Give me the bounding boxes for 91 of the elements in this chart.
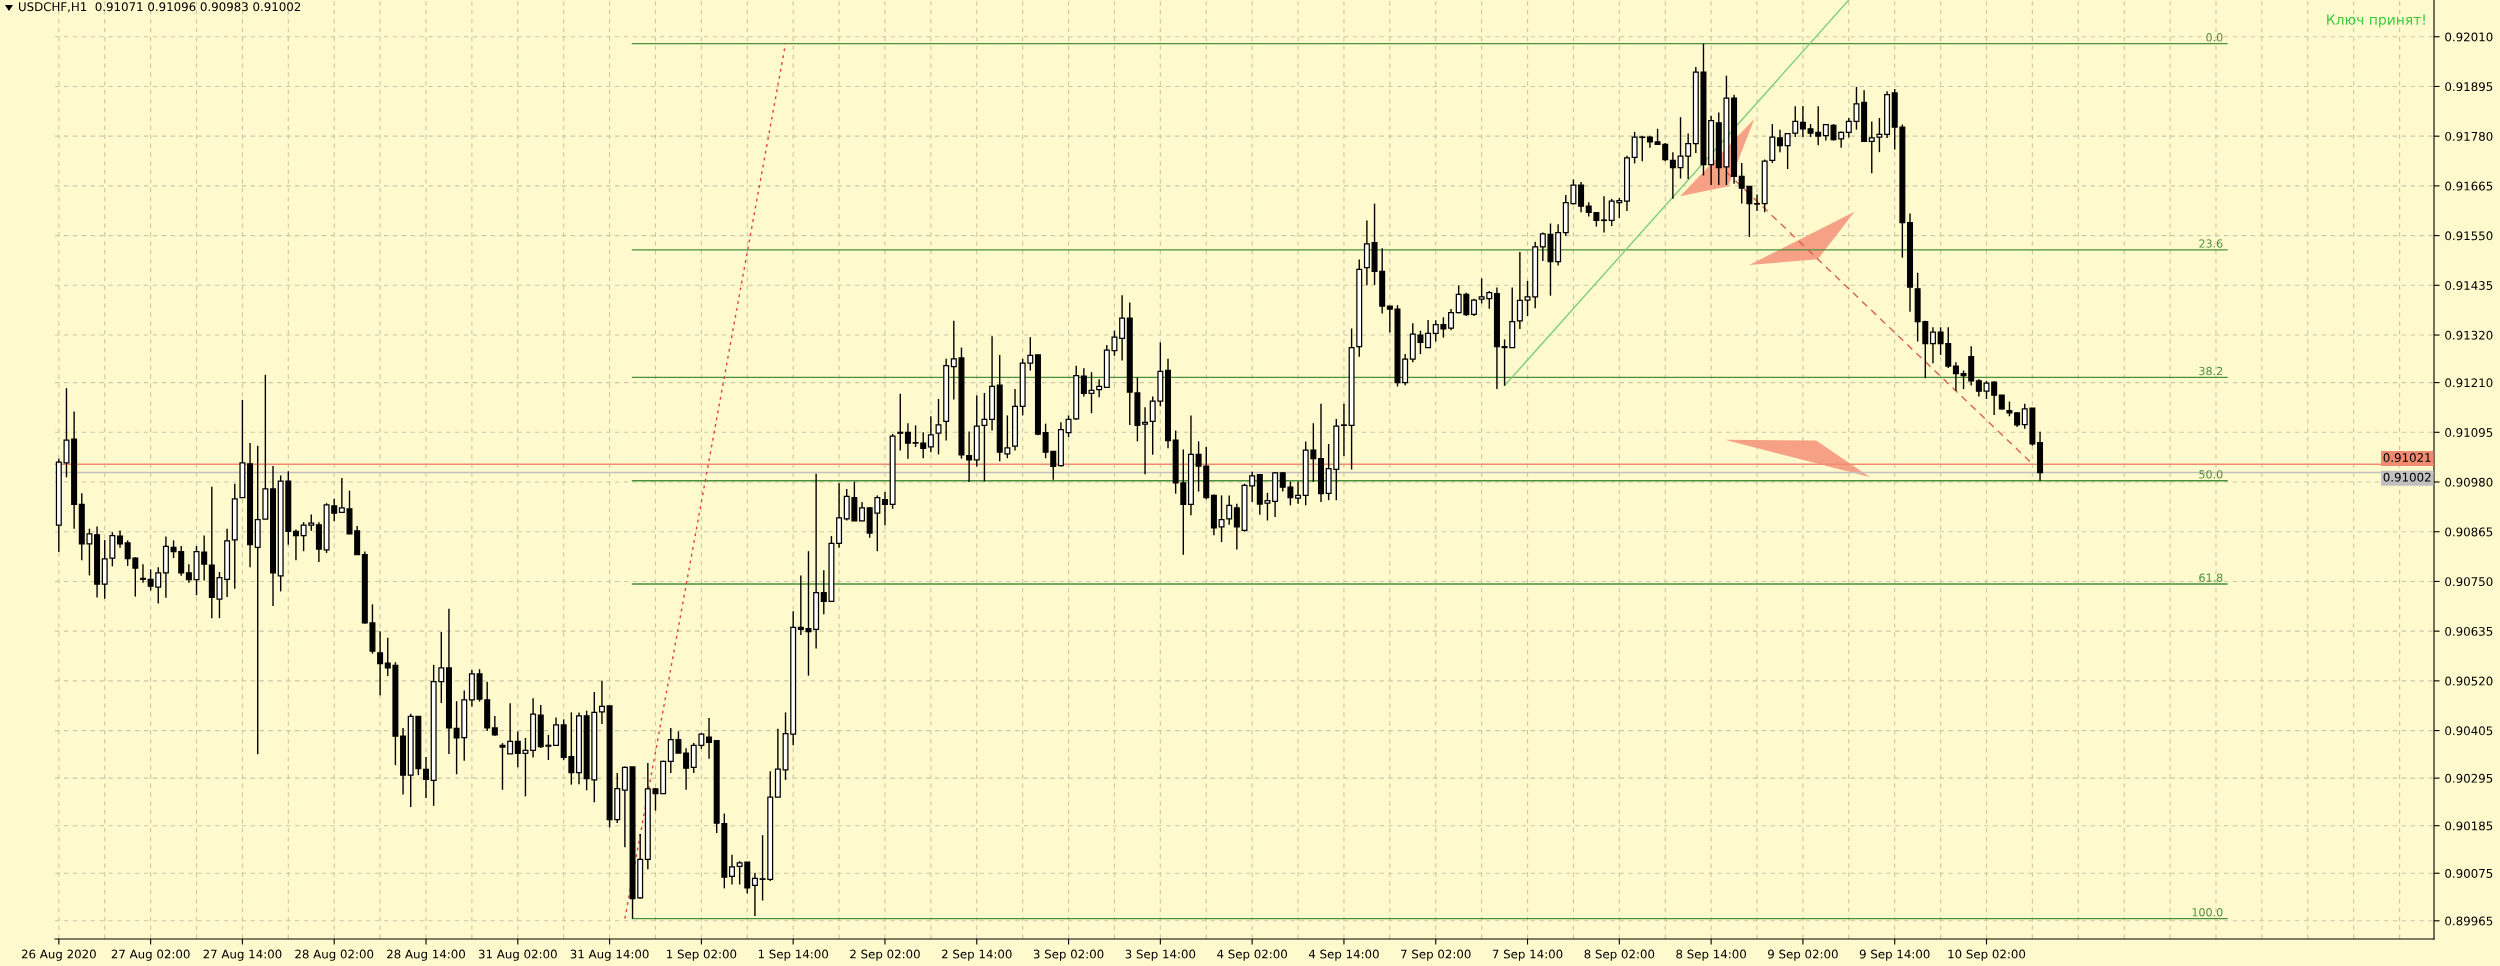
- y-tick-label: 0.90980: [2445, 477, 2493, 487]
- annotation: 50.0: [2199, 470, 2223, 479]
- candlestick: [423, 756, 429, 799]
- candlestick: [1295, 480, 1302, 505]
- candlestick: [897, 393, 904, 452]
- candlestick: [981, 392, 988, 483]
- candlestick: [1142, 406, 1149, 475]
- y-tick-label: 0.91435: [2445, 281, 2493, 290]
- candlestick: [598, 680, 605, 725]
- candlestick: [881, 491, 888, 526]
- y-tick-label: 0.91665: [2445, 181, 2493, 191]
- y-tick-label: 0.92010: [2445, 32, 2493, 42]
- candlestick: [1096, 378, 1103, 398]
- y-tick-label: 0.91550: [2445, 231, 2493, 241]
- candlestick: [377, 630, 384, 696]
- x-tick-label: 4 Sep 02:00: [1217, 949, 1288, 961]
- y-tick-label: 0.90185: [2445, 821, 2493, 831]
- candlestick: [904, 422, 911, 460]
- annotation: 0.0: [2206, 33, 2223, 42]
- candlestick: [621, 765, 628, 848]
- annotation: 38.2: [2199, 366, 2223, 376]
- candlestick: [292, 528, 299, 561]
- candlestick: [553, 716, 560, 746]
- candlestick: [683, 747, 690, 791]
- annotation: 100.0: [2192, 908, 2223, 917]
- candlestick: [1340, 403, 1347, 457]
- y-tick-label: 0.91095: [2445, 428, 2493, 437]
- annotation: 23.6: [2199, 239, 2223, 248]
- y-tick-label: 0.91780: [2445, 131, 2493, 141]
- x-tick-label: 9 Sep 14:00: [1859, 949, 1930, 961]
- candlestick: [1425, 319, 1432, 349]
- candlestick: [1929, 326, 1936, 364]
- candlestick: [935, 398, 942, 456]
- y-tick-label: 0.90750: [2445, 577, 2493, 587]
- candlestick: [1363, 219, 1370, 287]
- y-tick-label: 0.90295: [2445, 773, 2493, 783]
- candlestick: [1754, 193, 1761, 212]
- candlestick: [1799, 105, 1806, 138]
- y-tick-label: 0.90520: [2445, 676, 2493, 686]
- x-tick-label: 27 Aug 14:00: [203, 949, 282, 961]
- x-tick-label: 1 Sep 14:00: [758, 949, 829, 961]
- candlestick: [966, 430, 973, 483]
- candlestick: [1601, 195, 1608, 234]
- candlestick: [751, 872, 758, 917]
- x-tick-label: 28 Aug 14:00: [387, 949, 466, 961]
- candlestick: [1226, 494, 1233, 526]
- x-tick-label: 4 Sep 14:00: [1308, 949, 1379, 961]
- candlestick: [706, 717, 713, 760]
- candlestick: [1769, 123, 1776, 164]
- x-tick-label: 7 Sep 14:00: [1492, 949, 1563, 961]
- candlestick: [859, 501, 866, 523]
- x-tick-label: 27 Aug 02:00: [111, 949, 190, 961]
- y-tick-label: 0.91895: [2445, 82, 2493, 92]
- x-tick-label: 3 Sep 14:00: [1125, 949, 1196, 961]
- candlestick: [927, 415, 934, 453]
- y-tick-label: 0.90405: [2445, 726, 2493, 736]
- x-tick-label: 7 Sep 02:00: [1401, 949, 1471, 961]
- candlestick: [1952, 361, 1959, 392]
- candlestick: [491, 715, 498, 737]
- x-tick-label: 8 Sep 14:00: [1676, 949, 1746, 961]
- x-tick-label: 1 Sep 02:00: [667, 949, 737, 961]
- y-tick-label: 0.91320: [2445, 330, 2493, 340]
- candlestick: [1578, 181, 1585, 213]
- y-tick-label: 0.90635: [2445, 626, 2493, 636]
- chart-title: USDCHF,H1 0.91071 0.91096 0.90983 0.91002: [19, 2, 301, 13]
- x-tick-label: 3 Sep 02:00: [1033, 949, 1104, 961]
- x-tick-label: 31 Aug 02:00: [478, 949, 557, 961]
- y-tick-label: 0.89965: [2445, 916, 2493, 926]
- annotation: Ключ принят!: [2327, 14, 2425, 28]
- y-tick-label: 0.90075: [2445, 868, 2493, 878]
- x-tick-label: 31 Aug 14:00: [570, 949, 649, 961]
- y-tick-label: 0.91210: [2445, 378, 2493, 388]
- x-tick-label: 10 Sep 02:00: [1948, 949, 2026, 961]
- x-tick-label: 8 Sep 02:00: [1584, 949, 1655, 961]
- x-tick-label: 28 Aug 02:00: [295, 949, 374, 961]
- candlestick: [1218, 494, 1225, 543]
- candlestick: [1669, 151, 1676, 200]
- candlestick: [1119, 294, 1126, 362]
- x-tick-label: 9 Sep 02:00: [1768, 949, 1838, 961]
- x-tick-label: 2 Sep 02:00: [850, 949, 920, 961]
- candlestick: [139, 563, 146, 584]
- candlestick: [1448, 308, 1455, 331]
- y-tick-label: 0.90865: [2445, 527, 2493, 537]
- candlestick: [728, 853, 735, 886]
- x-tick-label: 26 Aug 2020: [21, 949, 96, 961]
- annotation: 61.8: [2199, 573, 2223, 582]
- candlestick: [1516, 251, 1523, 330]
- candlestick: [1776, 128, 1783, 153]
- ref-line-label: 0.91002: [2383, 472, 2431, 482]
- ref-line-label: 0.91021: [2383, 453, 2431, 462]
- x-tick-label: 2 Sep 14:00: [941, 949, 1012, 961]
